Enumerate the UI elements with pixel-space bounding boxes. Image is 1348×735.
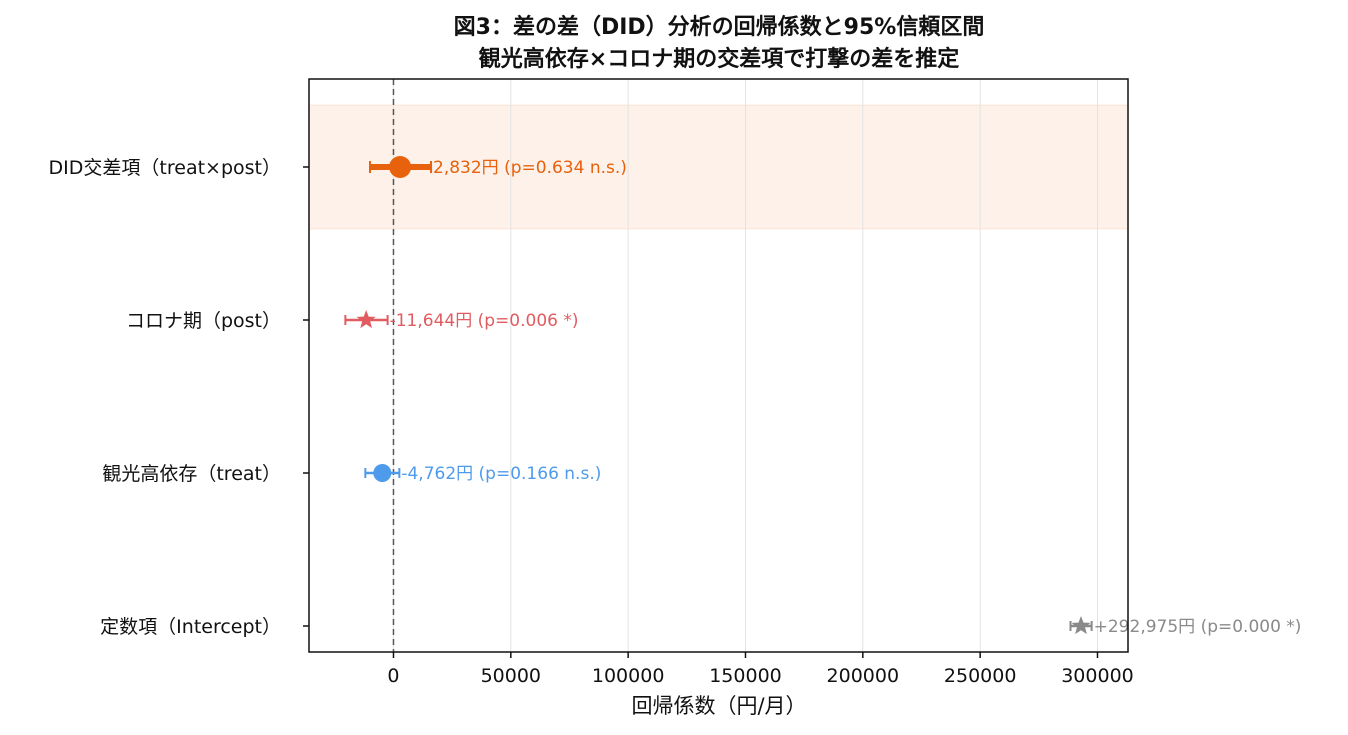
- x-axis-ticks: 0 50000 100000 150000 200000 250000 300000: [387, 652, 1134, 687]
- coefficient-mark: 2,832円 (p=0.634 n.s.): [369, 156, 627, 178]
- x-tick-label: 50000: [481, 665, 541, 687]
- highlight-band: [308, 104, 1129, 230]
- x-axis-label: 回帰係数（円/月）: [631, 694, 806, 718]
- x-tick-label: 250000: [944, 665, 1017, 687]
- coefficient-mark: -11,644円 (p=0.006 *): [344, 310, 579, 331]
- x-tick-label: 0: [387, 665, 399, 687]
- chart-title: 図3：差の差（DID）分析の回帰係数と95%信頼区間: [454, 14, 985, 40]
- y-tick-label: 定数項（Intercept）: [100, 616, 281, 638]
- coefficient-annotation: -4,762円 (p=0.166 n.s.): [401, 464, 601, 484]
- coefficient-mark: -4,762円 (p=0.166 n.s.): [364, 464, 601, 484]
- y-axis-ticks: DID交差項（treat×post） コロナ期（post） 観光高依存（treat）…: [49, 157, 309, 638]
- x-tick-label: 200000: [827, 665, 900, 687]
- coefficient-annotation: 2,832円 (p=0.634 n.s.): [433, 158, 627, 178]
- coefficient-annotation: -11,644円 (p=0.006 *): [390, 311, 579, 331]
- coefficient-annotation: +292,975円 (p=0.000 *): [1094, 617, 1302, 637]
- coefficient-point: [389, 156, 412, 178]
- y-tick-label: DID交差項（treat×post）: [49, 157, 281, 179]
- x-tick-label: 150000: [709, 665, 782, 687]
- x-tick-label: 100000: [592, 665, 665, 687]
- y-tick-label: 観光高依存（treat）: [102, 463, 281, 485]
- coefficient-point: [373, 464, 392, 482]
- y-tick-label: コロナ期（post）: [126, 310, 281, 332]
- chart-subtitle: 観光高依存×コロナ期の交差項で打撃の差を推定: [479, 46, 959, 72]
- coefficient-marks: 2,832円 (p=0.634 n.s.) -11,644円 (p=0.006 *…: [344, 156, 1302, 637]
- coefficient-point: [1071, 616, 1091, 635]
- plot-frame: [308, 78, 1129, 653]
- x-tick-label: 300000: [1061, 665, 1134, 687]
- coefficient-point: [356, 310, 376, 329]
- coefficient-mark: +292,975円 (p=0.000 *): [1069, 616, 1302, 637]
